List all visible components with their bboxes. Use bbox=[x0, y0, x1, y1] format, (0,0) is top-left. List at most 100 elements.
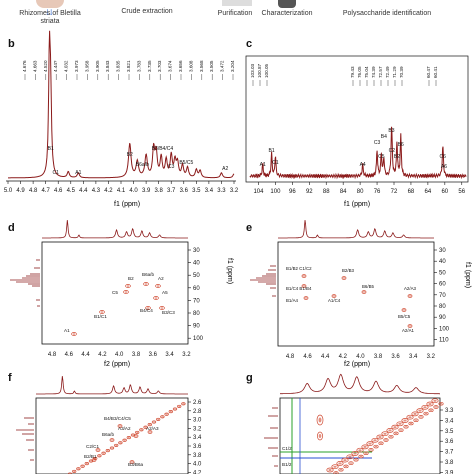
c-peak-label: A6 bbox=[441, 164, 447, 170]
g-off-diagonal-peak-core bbox=[394, 432, 398, 435]
d-cross-peak-core bbox=[100, 311, 104, 313]
c-tick-label: 96 bbox=[289, 189, 296, 195]
b-tick-label: 4.2 bbox=[104, 188, 113, 194]
e-x-tick-label: 4.4 bbox=[321, 354, 330, 360]
g-diagonal-peak-core bbox=[348, 455, 352, 458]
b-tick-label: 4.6 bbox=[54, 188, 63, 194]
d-cross-label: B4/C4 bbox=[140, 308, 153, 313]
g-off-diagonal-peak-core bbox=[344, 465, 348, 468]
e-cross-label: A2/A1 bbox=[402, 328, 415, 333]
f-diagonal-peak-core bbox=[140, 429, 143, 431]
f-diagonal-peak-core bbox=[94, 457, 97, 459]
e-cross-peak bbox=[401, 308, 407, 312]
b-tick-label: 3.4 bbox=[205, 188, 214, 194]
f-diagonal-peak bbox=[118, 441, 123, 445]
d-y-axis-label: f1 (ppm) bbox=[226, 258, 233, 284]
d-cross-peak-core bbox=[146, 307, 150, 309]
f-cross-label: B6a/b bbox=[102, 432, 114, 437]
b-peak-value: 3.703 bbox=[157, 60, 162, 72]
b-peak-label: B5/C5 bbox=[179, 160, 193, 166]
g-diagonal-peak bbox=[366, 441, 374, 446]
e-cross-peak bbox=[301, 284, 307, 288]
b-peak-label: B6a/b bbox=[136, 162, 149, 168]
b-tick-label: 4.8 bbox=[29, 188, 38, 194]
c-tick-label: 76 bbox=[374, 189, 381, 195]
g-diagonal-peak-core bbox=[338, 462, 342, 465]
d-y-tick-label: 70 bbox=[193, 298, 200, 304]
f-cross-label: C2/C1 bbox=[86, 444, 99, 449]
g-off-diagonal-peak bbox=[373, 444, 379, 449]
f-diagonal-peak bbox=[93, 456, 98, 460]
c-tick-label: 104 bbox=[253, 189, 264, 195]
g-diagonal-peak-core bbox=[363, 445, 367, 448]
e-x-ticks: 4.8 4.6 4.4 4.2 4.0 3.8 3.6 3.4 3.2 bbox=[286, 354, 436, 360]
g-diagonal-peak-core bbox=[373, 439, 377, 442]
f-diagonal-peak-core bbox=[115, 444, 118, 446]
f-diagonal-peak bbox=[143, 425, 148, 429]
g-off-diagonal-peak-core bbox=[384, 439, 388, 441]
g-diagonal-peak-core bbox=[423, 406, 427, 409]
g-off-diagonal-peak bbox=[338, 467, 344, 472]
b-peak-list: 4.676 4.663 4.520 4.44? 4.032 3.973 3.958 3.905… bbox=[22, 60, 235, 80]
f-cross-peak-core bbox=[111, 439, 113, 441]
panel-f-letter: f bbox=[8, 372, 12, 384]
b-peak-value: 4.676 bbox=[22, 60, 27, 72]
e-cross-label: B2/B3 bbox=[342, 268, 355, 273]
e-cross-peak-core bbox=[409, 325, 411, 327]
d-y-tick-label: 40 bbox=[193, 261, 200, 267]
c-tick-label: 80 bbox=[357, 189, 364, 195]
g-diagonal-peak-core bbox=[388, 429, 392, 432]
e-frame bbox=[277, 241, 435, 347]
c-peak-value: 72.57 bbox=[378, 66, 383, 78]
b-peak-value: 3.783 bbox=[136, 60, 141, 72]
f-cross-peak bbox=[147, 430, 153, 434]
g-diagonal-peak-core bbox=[328, 469, 332, 471]
e-cross-peak-core bbox=[303, 285, 305, 287]
f-diagonal-peak-core bbox=[85, 463, 88, 465]
d-x-tick-label: 3.8 bbox=[132, 352, 141, 358]
b-tick-label: 3.6 bbox=[180, 188, 189, 194]
f-diagonal-peak-core bbox=[178, 405, 181, 407]
f-cross-peak bbox=[117, 424, 123, 428]
f-cross-label: B3/B6a bbox=[128, 462, 144, 467]
e-y-tick-label: 40 bbox=[439, 259, 446, 265]
f-top-projection bbox=[36, 376, 188, 395]
f-cross-label: A3/A2 bbox=[118, 426, 131, 431]
b-peak-value: 3.843 bbox=[105, 60, 110, 72]
f-cross-peaks: B4/B3/C4/C5 B6a/b A3/A2 A2/A3 C2/C1 B2/B1 B3/B… bbox=[67, 402, 186, 474]
d-cross-peak-core bbox=[160, 307, 164, 309]
g-diagonal-peak bbox=[331, 464, 339, 470]
d-y-tick-label: 80 bbox=[193, 311, 200, 317]
b-peak-label: B1 bbox=[48, 146, 54, 152]
d-y-tick-label: 100 bbox=[193, 336, 204, 342]
f-diagonal-peak-core bbox=[132, 434, 134, 436]
f-y-tick-label: 2.8 bbox=[193, 409, 202, 415]
f-diagonal-peak-core bbox=[165, 413, 168, 415]
f-diagonal-peak-core bbox=[98, 455, 101, 457]
e-cross-peak-core bbox=[333, 295, 335, 297]
b-peak-value: 3.973 bbox=[74, 60, 79, 72]
f-diagonal-peak bbox=[84, 462, 89, 466]
f-cross-peak-core bbox=[119, 425, 121, 427]
g-y-tick-label: 3.3 bbox=[445, 408, 454, 414]
f-diagonal-peak bbox=[101, 451, 106, 455]
g-diagonal-peak-core bbox=[393, 426, 397, 429]
g-diagonal-peak bbox=[346, 454, 354, 460]
f-diagonal-peak bbox=[72, 469, 77, 473]
f-diagonal-peak bbox=[105, 449, 110, 453]
g-diagonal-peak bbox=[371, 437, 379, 443]
d-cross-label: A1 bbox=[64, 328, 70, 333]
d-cross-label: A5 bbox=[162, 290, 168, 295]
f-diagonal-peak-core bbox=[77, 468, 80, 470]
g-off-diagonal-peak bbox=[388, 434, 394, 439]
e-cross-label: A1/C4 bbox=[328, 298, 341, 303]
d-left-projection bbox=[10, 259, 40, 307]
g-diagonal-peak-core bbox=[433, 399, 437, 402]
f-diagonal-peak-core bbox=[90, 460, 92, 462]
d-cross-peaks: B6a/b C5 A5 B4/C4 B3/C3 B1/C1 A1 B2 A2 bbox=[64, 272, 175, 336]
f-diagonal-peak bbox=[97, 454, 102, 458]
g-off-diagonal-peak bbox=[418, 415, 424, 419]
g-diagonal-peak bbox=[401, 418, 409, 423]
instrument-image bbox=[278, 0, 296, 8]
